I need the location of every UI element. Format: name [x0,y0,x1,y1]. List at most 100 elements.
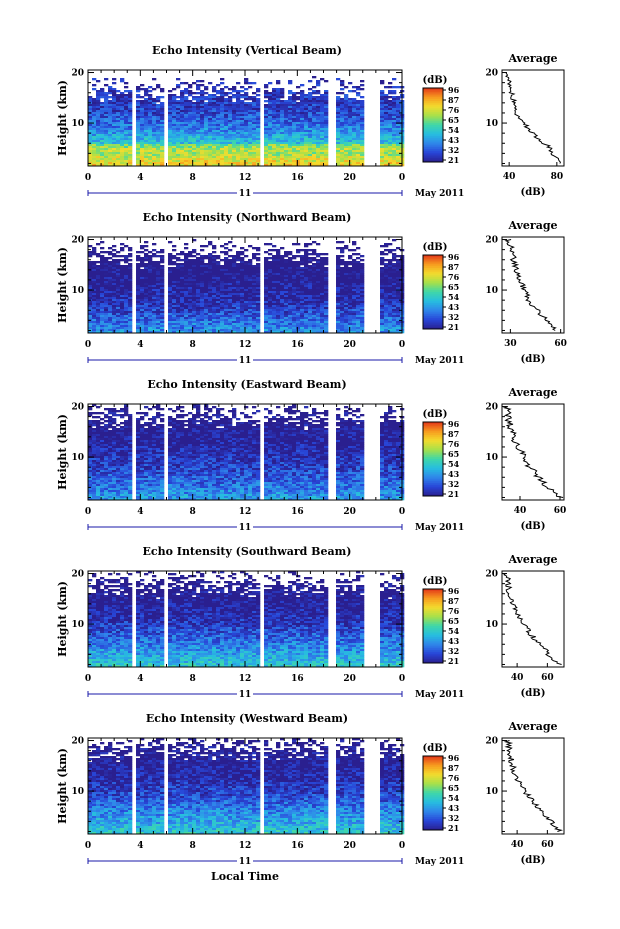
heatmap-cell [152,319,157,322]
heatmap-cell [200,307,205,310]
heatmap-cell [208,325,213,328]
heatmap-cell [384,94,389,97]
heatmap-cell [240,108,245,111]
heatmap-cell [212,100,217,103]
heatmap-cell [232,158,237,161]
heatmap-cell [264,110,269,113]
heatmap-cell [192,112,197,115]
heatmap-cell [292,158,297,161]
heatmap-cell [392,146,397,149]
heatmap-cell [352,140,357,143]
heatmap-cell [144,158,149,161]
heatmap-cell [140,299,145,302]
heatmap-cell [172,293,177,296]
heatmap-cell [240,128,245,131]
heatmap-cell [148,108,153,111]
heatmap-cell [152,122,157,125]
heatmap-cell [124,259,129,262]
heatmap-cell [240,283,245,286]
heatmap-cell [176,102,181,105]
heatmap-cell [176,273,181,276]
heatmap-cell [148,315,153,318]
heatmap-cell [220,162,225,165]
heatmap-cell [248,273,253,276]
heatmap-cell [324,136,329,139]
heatmap-cell [244,92,249,95]
heatmap-cell [144,321,149,324]
heatmap-cell [188,108,193,111]
heatmap-cell [244,94,249,97]
heatmap-cell [108,146,113,149]
heatmap-cell [120,309,125,312]
heatmap-cell [284,267,289,270]
heatmap-cell [136,154,141,157]
heatmap-cell [188,162,193,165]
heatmap-cell [88,96,93,99]
heatmap-cell [124,112,129,115]
heatmap-cell [136,259,141,262]
heatmap-cell [144,241,149,244]
heatmap-cell [192,138,197,141]
heatmap-cell [280,130,285,133]
heatmap-cell [180,134,185,137]
heatmap-cell [180,293,185,296]
heatmap-cell [216,273,221,276]
heatmap-cell [268,285,273,288]
heatmap-cell [252,307,257,310]
heatmap-cell [220,124,225,127]
heatmap-cell [300,122,305,125]
heatmap-cell [144,267,149,270]
heatmap-cell [112,112,117,115]
heatmap-cell [240,281,245,284]
heatmap-cell [136,122,141,125]
heatmap-cell [324,108,329,111]
heatmap-cell [184,122,189,125]
heatmap-cell [316,299,321,302]
heatmap-cell [292,283,297,286]
heatmap-cell [176,279,181,282]
heatmap-cell [108,140,113,143]
heatmap-cell [216,104,221,107]
heatmap-cell [144,122,149,125]
heatmap-cell [120,164,125,167]
heatmap-cell [228,287,233,290]
heatmap-cell [180,301,185,304]
heatmap-cell [388,92,393,95]
heatmap-cell [396,104,401,107]
heatmap-cell [176,331,181,334]
heatmap-cell [148,98,153,101]
heatmap-cell [248,263,253,266]
heatmap-cell [316,285,321,288]
heatmap-cell [312,108,317,111]
heatmap-cell [152,249,157,252]
heatmap-cell [252,277,257,280]
heatmap-cell [288,110,293,113]
heatmap-cell [388,114,393,117]
heatmap-cell [308,134,313,137]
heatmap-cell [148,279,153,282]
heatmap-cell [380,120,385,123]
heatmap-cell [188,305,193,308]
heatmap-cell [152,152,157,155]
heatmap-cell [100,317,105,320]
heatmap-cell [104,96,109,99]
heatmap-cell [108,164,113,167]
heatmap-cell [396,144,401,147]
heatmap-cell [232,124,237,127]
heatmap-cell [272,265,277,268]
heatmap-cell [188,313,193,316]
heatmap-cell [388,122,393,125]
heatmap-cell [240,104,245,107]
heatmap-cell [148,277,153,280]
heatmap-cell [212,269,217,272]
heatmap-cell [136,277,141,280]
heatmap-cell [256,100,261,103]
heatmap-cell [108,100,113,103]
heatmap-cell [248,287,253,290]
heatmap-cell [252,144,257,147]
heatmap-cell [188,86,193,89]
heatmap-cell [192,271,197,274]
heatmap-cell [180,297,185,300]
heatmap-cell [340,128,345,131]
heatmap-cell [104,136,109,139]
